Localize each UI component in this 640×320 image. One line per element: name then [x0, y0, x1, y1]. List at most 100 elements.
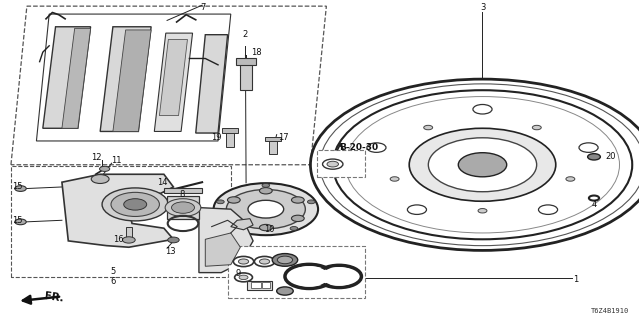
- Text: 11: 11: [111, 156, 122, 164]
- Polygon shape: [100, 27, 151, 132]
- Bar: [236, 58, 256, 65]
- Circle shape: [239, 275, 248, 280]
- Circle shape: [323, 159, 343, 169]
- Text: 20: 20: [605, 152, 616, 161]
- Polygon shape: [36, 14, 231, 141]
- Polygon shape: [11, 166, 231, 277]
- Text: FR.: FR.: [44, 291, 64, 304]
- Circle shape: [424, 125, 433, 130]
- Text: 13: 13: [165, 247, 175, 257]
- Bar: [228, 246, 365, 298]
- Circle shape: [478, 209, 487, 213]
- Polygon shape: [43, 27, 91, 128]
- Circle shape: [235, 273, 252, 282]
- Polygon shape: [62, 28, 91, 128]
- Circle shape: [588, 154, 600, 160]
- Text: 6: 6: [110, 277, 116, 286]
- Polygon shape: [113, 30, 151, 132]
- Polygon shape: [231, 219, 253, 230]
- Text: 18: 18: [251, 48, 262, 57]
- Circle shape: [538, 205, 557, 214]
- Circle shape: [259, 224, 272, 231]
- Bar: [250, 282, 260, 288]
- Bar: [125, 227, 132, 239]
- Circle shape: [234, 227, 241, 230]
- Bar: [164, 188, 202, 193]
- Circle shape: [15, 219, 26, 225]
- Text: 10: 10: [264, 225, 275, 234]
- Bar: [241, 63, 252, 90]
- Circle shape: [276, 287, 293, 295]
- Circle shape: [15, 186, 26, 191]
- Circle shape: [172, 202, 195, 213]
- Text: 15: 15: [12, 216, 22, 225]
- Circle shape: [310, 79, 640, 251]
- Circle shape: [272, 253, 298, 266]
- Circle shape: [291, 215, 304, 221]
- Polygon shape: [159, 39, 188, 116]
- Bar: [222, 128, 238, 133]
- Circle shape: [111, 192, 159, 216]
- Circle shape: [102, 188, 168, 221]
- Circle shape: [327, 161, 339, 167]
- Circle shape: [259, 188, 272, 194]
- Text: 9: 9: [236, 269, 241, 278]
- Circle shape: [234, 256, 253, 267]
- Circle shape: [566, 177, 575, 181]
- Polygon shape: [11, 6, 326, 165]
- Bar: [167, 196, 199, 219]
- Text: 14: 14: [157, 178, 167, 187]
- Circle shape: [458, 153, 507, 177]
- Circle shape: [307, 200, 315, 204]
- Text: 3: 3: [480, 3, 485, 12]
- Bar: [269, 140, 277, 154]
- Text: T6Z4B1910: T6Z4B1910: [591, 308, 629, 314]
- Circle shape: [254, 256, 275, 267]
- Polygon shape: [154, 33, 193, 132]
- Text: 1: 1: [573, 276, 579, 284]
- Circle shape: [323, 268, 355, 284]
- Bar: [317, 150, 365, 178]
- Text: 16: 16: [113, 236, 124, 244]
- Circle shape: [473, 105, 492, 114]
- Bar: [265, 137, 281, 141]
- Text: 4: 4: [591, 200, 596, 209]
- Polygon shape: [205, 233, 241, 266]
- Bar: [262, 282, 269, 288]
- Circle shape: [124, 199, 147, 210]
- Circle shape: [408, 205, 426, 214]
- Circle shape: [248, 200, 284, 218]
- Text: B-20-30: B-20-30: [339, 143, 378, 152]
- Circle shape: [92, 175, 109, 183]
- Text: 12: 12: [92, 153, 102, 162]
- Circle shape: [277, 256, 292, 264]
- Text: 17: 17: [278, 133, 289, 142]
- Circle shape: [239, 259, 248, 264]
- Circle shape: [291, 197, 304, 203]
- Circle shape: [390, 177, 399, 181]
- Text: 5: 5: [110, 267, 116, 276]
- Circle shape: [428, 138, 537, 192]
- Circle shape: [262, 183, 269, 187]
- Circle shape: [168, 237, 179, 243]
- Text: 7: 7: [200, 3, 205, 12]
- Circle shape: [532, 125, 541, 130]
- Circle shape: [214, 183, 318, 235]
- Text: 8: 8: [179, 190, 184, 199]
- Circle shape: [259, 259, 269, 264]
- Circle shape: [227, 215, 240, 221]
- Polygon shape: [62, 174, 173, 247]
- Bar: [246, 281, 272, 290]
- Circle shape: [100, 166, 109, 172]
- Circle shape: [227, 197, 240, 203]
- Text: 15: 15: [12, 181, 22, 190]
- Text: 2: 2: [243, 30, 248, 39]
- Circle shape: [122, 237, 135, 243]
- Polygon shape: [196, 35, 228, 133]
- Circle shape: [367, 143, 386, 152]
- Polygon shape: [199, 208, 253, 273]
- Circle shape: [216, 200, 224, 204]
- Text: 19: 19: [211, 133, 221, 142]
- Circle shape: [291, 268, 327, 285]
- Bar: [226, 132, 234, 147]
